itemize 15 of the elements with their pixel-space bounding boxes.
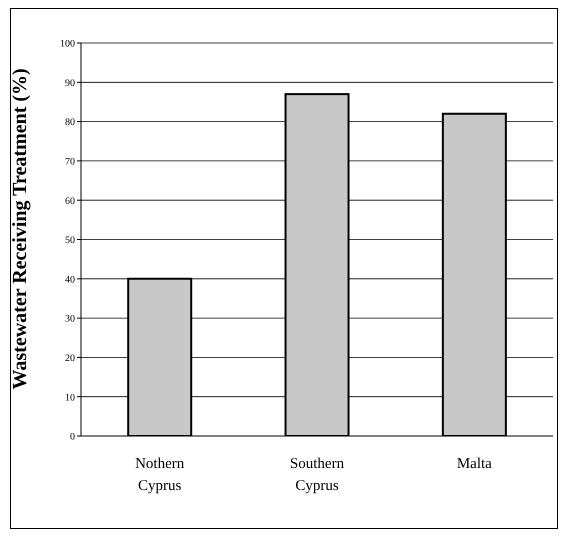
y-tick-label: 80 xyxy=(65,117,75,128)
y-tick-label: 40 xyxy=(65,274,75,286)
y-tick-label: 20 xyxy=(65,352,75,364)
x-tick-label: Malta xyxy=(456,456,492,472)
y-tick-label: 60 xyxy=(65,196,75,207)
y-tick-label: 100 xyxy=(60,38,75,50)
y-tick-label: 50 xyxy=(65,235,75,246)
y-tick-label: 0 xyxy=(70,432,75,443)
x-tick-label: Southern Cyprus xyxy=(290,456,345,494)
y-tick-label: 10 xyxy=(65,392,75,404)
y-axis-title: Wastewater Receiving Treatment (%) xyxy=(9,68,32,390)
y-tick-label: 30 xyxy=(65,314,75,325)
x-tick-label: Nothern Cyprus xyxy=(135,456,185,494)
y-tick-label: 70 xyxy=(65,156,75,168)
y-tick-label: 90 xyxy=(65,78,75,89)
